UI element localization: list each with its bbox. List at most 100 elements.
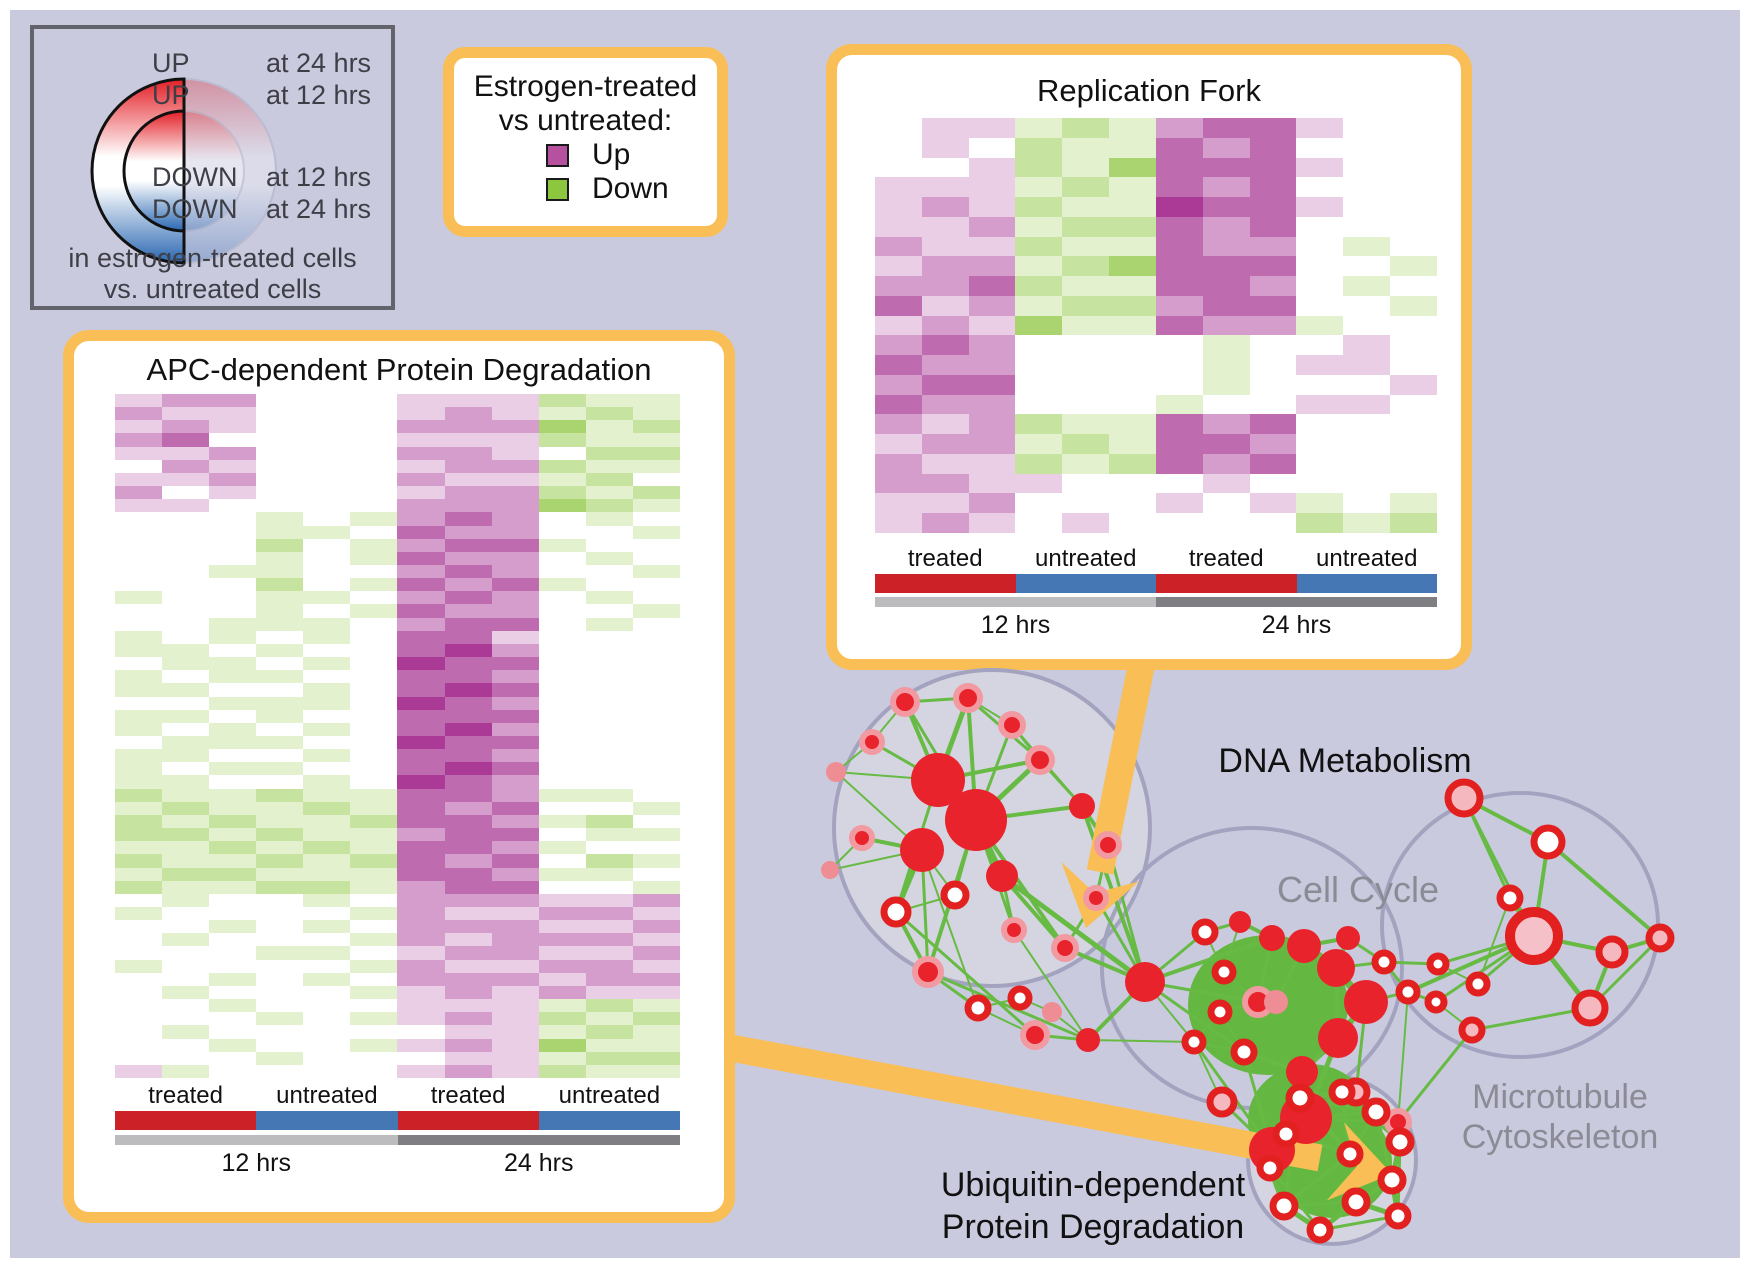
network-node — [1496, 884, 1524, 912]
heatmap-cell — [538, 985, 586, 1000]
heatmap-cell — [538, 683, 586, 697]
heatmap-cell — [397, 1051, 445, 1065]
heatmap-cell — [1202, 295, 1250, 316]
heatmap-cell — [350, 906, 398, 921]
heatmap-cell — [632, 762, 680, 776]
heatmap-cell — [115, 1025, 163, 1039]
heatmap-cell — [444, 525, 492, 539]
heatmap-cell — [350, 762, 398, 776]
heatmap-cell — [303, 749, 351, 763]
network-node — [1328, 1078, 1356, 1106]
heatmap-cell — [538, 407, 586, 421]
heatmap-cell — [921, 295, 969, 316]
heatmap-cell — [1015, 157, 1063, 178]
heatmap-cell — [538, 867, 586, 881]
heatmap-cell — [538, 630, 586, 644]
heatmap-cell — [1155, 453, 1203, 474]
heatmap-cell — [397, 643, 445, 658]
heatmap-cell — [1249, 355, 1297, 375]
heatmap-cell — [209, 499, 257, 513]
heatmap-cell — [256, 946, 304, 960]
heatmap-cell — [256, 880, 304, 894]
heatmap-cell — [968, 414, 1016, 435]
heatmap-cell — [491, 775, 539, 789]
heatmap-cell — [538, 749, 586, 763]
heatmap-cell — [538, 486, 586, 500]
heatmap-cell — [632, 893, 680, 907]
heatmap-cell — [209, 525, 257, 539]
heatmap-cell — [444, 920, 492, 934]
heatmap-cell — [444, 722, 492, 736]
heatmap-cell — [491, 538, 539, 552]
heatmap-cell — [350, 946, 398, 960]
heatmap-cell — [444, 394, 492, 408]
heatmap-cell — [256, 709, 304, 723]
heatmap-cell — [397, 564, 445, 579]
heatmap-cell — [1343, 453, 1391, 474]
heatmap-cell — [538, 1038, 586, 1052]
heatmap-cell — [632, 814, 680, 829]
heatmap-cell — [350, 1038, 398, 1052]
heatmap-cell — [350, 933, 398, 947]
heatmap-cell — [444, 775, 492, 789]
heatmap-cell — [397, 394, 445, 408]
network-node — [1344, 980, 1388, 1024]
heatmap-cell — [209, 407, 257, 421]
heatmap-cell — [303, 630, 351, 644]
heatmap-cell — [1062, 118, 1110, 138]
legend-time: at 24 hrs — [266, 194, 372, 224]
heatmap-cell — [1343, 118, 1391, 138]
network-edge — [1013, 929, 1089, 1041]
heatmap-cell — [209, 1038, 257, 1052]
network-node — [1211, 959, 1237, 985]
heatmap-cell — [1155, 374, 1203, 395]
network-edge — [1087, 1039, 1195, 1043]
heatmap-cell — [632, 722, 680, 736]
heatmap-cell — [209, 551, 257, 565]
heatmap-cell — [397, 420, 445, 434]
heatmap-cell — [444, 670, 492, 684]
condition-label: untreated — [276, 1082, 378, 1109]
heatmap-cell — [1390, 493, 1437, 514]
heatmap-cell — [350, 1064, 398, 1078]
heatmap-cell — [303, 920, 351, 934]
heatmap-cell — [209, 1025, 257, 1039]
heatmap-cell — [350, 999, 398, 1013]
heatmap-cell — [875, 137, 922, 158]
heatmap-cell — [585, 459, 633, 473]
heatmap-cell — [350, 841, 398, 855]
heatmap-cell — [1390, 118, 1437, 138]
heatmap-cell — [875, 453, 922, 474]
heatmap-cell — [209, 775, 257, 789]
heatmap-cell — [1109, 256, 1156, 277]
heatmap-cell — [538, 604, 586, 618]
condition-bar-segment — [256, 1111, 398, 1130]
heatmap-cell — [632, 459, 680, 473]
heatmap-cell — [397, 775, 445, 789]
heatmap-cell — [585, 722, 633, 736]
heatmap-cell — [921, 513, 969, 533]
heatmap-cell — [1249, 335, 1297, 356]
heatmap-cell — [585, 867, 633, 881]
heatmap-cell — [632, 854, 680, 868]
network-node — [1229, 911, 1251, 933]
heatmap-cell — [162, 762, 210, 776]
heatmap-cell — [1109, 335, 1156, 356]
heatmap-cell — [350, 394, 398, 408]
heatmap-cell — [491, 683, 539, 697]
heatmap-cell — [1343, 256, 1391, 277]
heatmap-cell — [1296, 315, 1344, 336]
up-label: Up — [592, 138, 631, 171]
heatmap-cell — [115, 735, 163, 750]
heatmap-cell — [397, 591, 445, 605]
heatmap-cell — [303, 564, 351, 579]
heatmap-cell — [968, 177, 1016, 198]
network-node — [953, 683, 983, 713]
time-label-row: 12 hrs 24 hrs — [875, 611, 1437, 641]
heatmap-cell — [1015, 394, 1063, 415]
heatmap-cell — [921, 276, 969, 296]
heatmap-cell — [1015, 295, 1063, 316]
heatmap-cell — [397, 696, 445, 710]
network-node — [1094, 831, 1122, 859]
